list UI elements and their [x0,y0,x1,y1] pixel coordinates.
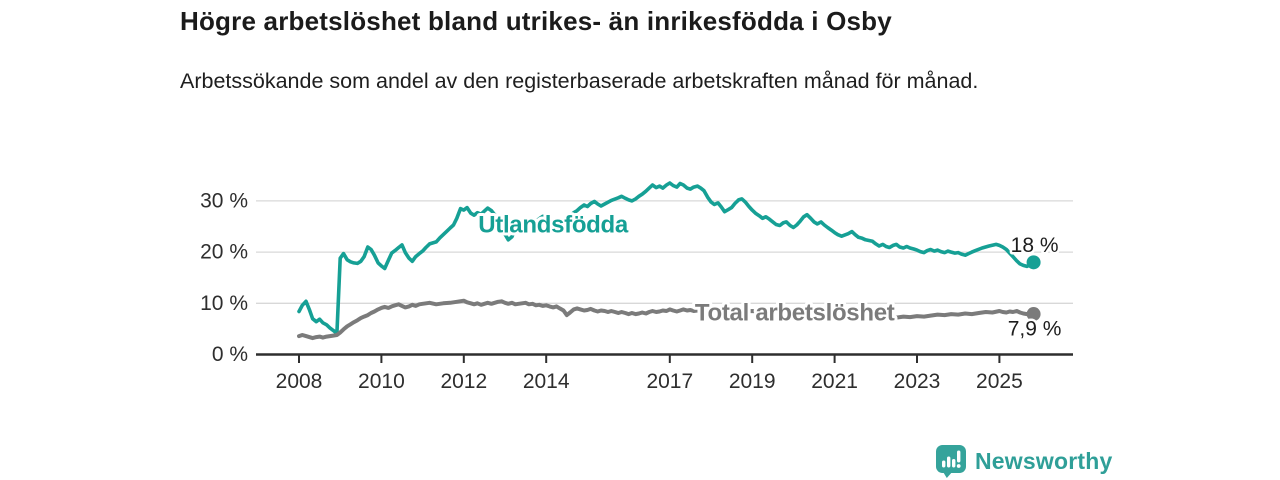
chart-subtitle: Arbetssökande som andel av den registerb… [180,69,979,93]
x-axis-tick-label: 2017 [646,370,693,393]
series-end-dot-total-arbetsl-shet [1026,307,1041,322]
x-axis-tick-label: 2023 [894,370,941,393]
series-end-value-label-utlandsf-dda: 18 % [1011,234,1059,257]
y-axis-tick-label: 10 % [200,292,248,315]
series-end-value-label-total-arbetsl-shet: 7,9 % [1008,318,1062,341]
y-axis-tick-label: 30 % [200,189,248,212]
x-axis-tick-label: 2025 [976,370,1023,393]
newsworthy-logo: Newsworthy [936,445,1112,478]
series-label-total-arbetsl-shet: Total arbetslöshet [695,300,895,327]
y-axis-tick-label: 0 % [212,343,248,366]
x-axis-tick-label: 2012 [440,370,487,393]
newsworthy-bubble-chart-icon [936,445,966,478]
y-axis-tick-label: 20 % [200,241,248,264]
page-title: Högre arbetslöshet bland utrikes- än inr… [180,6,892,36]
x-axis-tick-label: 2008 [276,370,323,393]
series-label-utlandsf-dda: Utlandsfödda [478,211,629,238]
x-axis-tick-label: 2010 [358,370,405,393]
series-end-dot-utlandsf-dda [1026,255,1041,270]
x-axis-tick-label: 2021 [811,370,858,393]
x-axis-tick-label: 2019 [729,370,776,393]
series-line-utlandsf-dda [297,181,1036,336]
x-axis-tick-label: 2014 [523,370,570,393]
newsworthy-brand-name: Newsworthy [975,448,1113,474]
series-line-total-arbetsl-shet [297,298,1036,341]
